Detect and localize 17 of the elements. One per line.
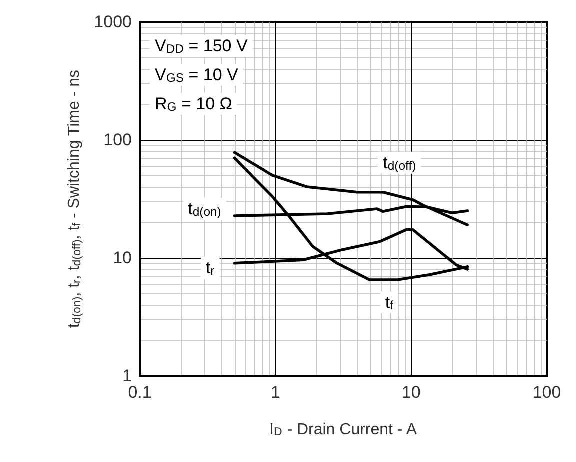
y-tick-label: 1	[122, 366, 132, 386]
y-tick-label: 1000	[94, 12, 132, 32]
x-tick-label: 10	[402, 383, 421, 402]
annotation: td(on)	[188, 200, 222, 220]
x-tick-label: 100	[532, 383, 562, 402]
annotation: VGS = 10 V	[155, 66, 240, 85]
y-tick-label: 10	[113, 248, 132, 268]
text: td(on), tr, td(off), tf - Switching Time - ns	[66, 70, 84, 328]
annotation: tr	[206, 258, 215, 278]
y-tick-label: 100	[104, 130, 132, 150]
x-axis-title: ID - Drain Current - A	[270, 421, 418, 439]
x-tick-label: 1	[270, 383, 280, 402]
annotation: RG = 10 Ω	[155, 94, 233, 114]
annotation: td(off)	[383, 153, 416, 173]
annotation: tf	[385, 292, 394, 312]
annotation: VDD = 150 V	[155, 36, 248, 56]
x-tick-label: 0.1	[128, 383, 152, 402]
